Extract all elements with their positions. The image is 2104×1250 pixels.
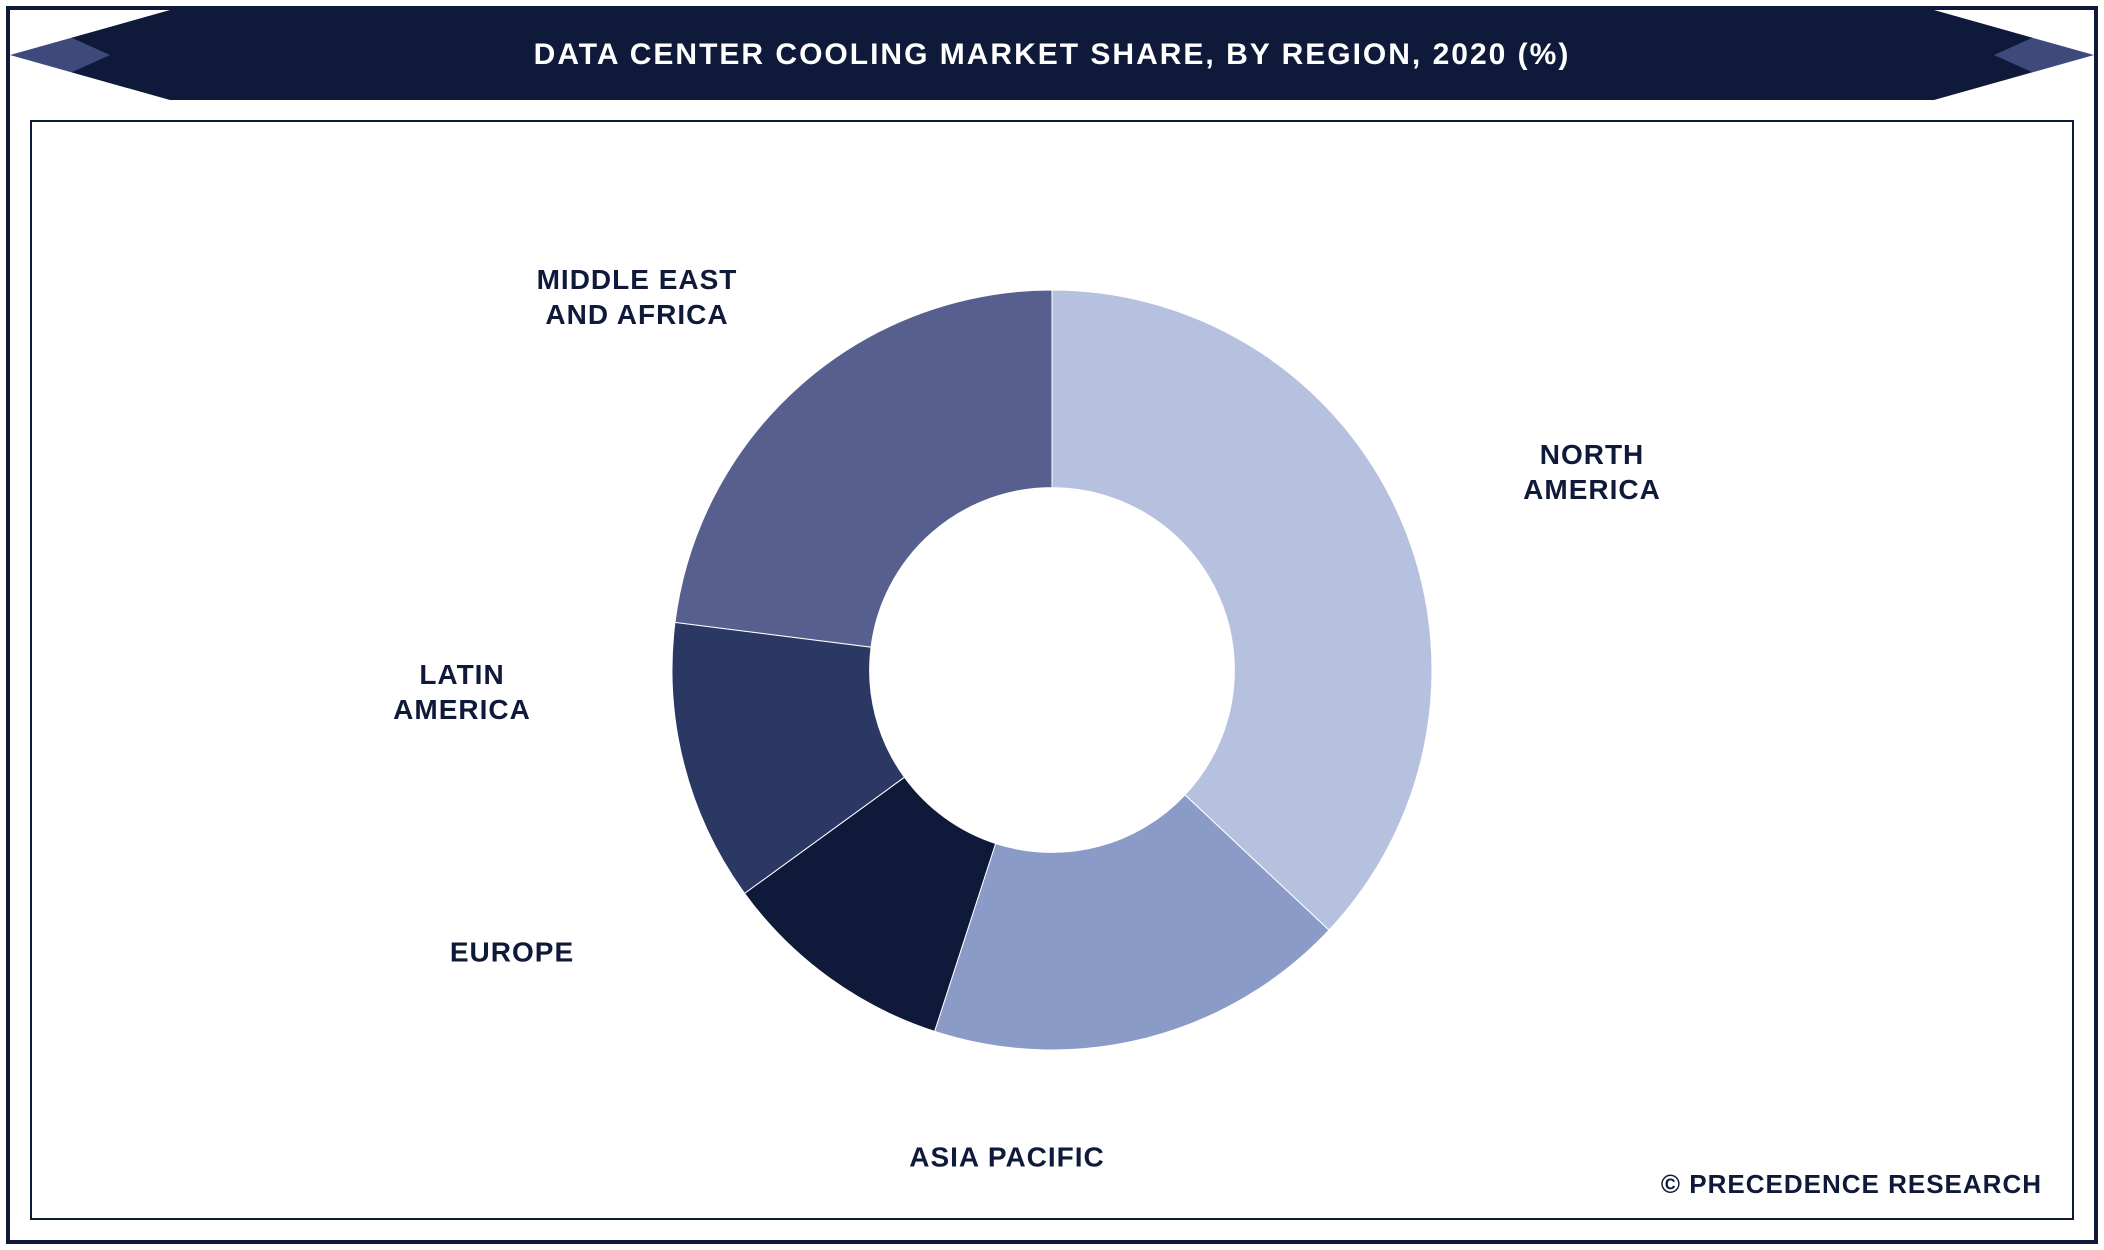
donut-slice: [1052, 290, 1432, 930]
donut-svg: [662, 280, 1442, 1060]
title-notch-right-bot: [1934, 55, 2094, 100]
title-notch-left-top: [10, 10, 170, 55]
slice-label: NORTH AMERICA: [1523, 437, 1661, 507]
chart-title: DATA CENTER COOLING MARKET SHARE, BY REG…: [534, 38, 1571, 72]
title-notch-left-bot: [10, 55, 170, 100]
donut-slice: [675, 290, 1052, 647]
title-notch-right-top: [1934, 10, 2094, 55]
copyright-text: © PRECEDENCE RESEARCH: [1661, 1169, 2042, 1200]
title-bar: DATA CENTER COOLING MARKET SHARE, BY REG…: [10, 10, 2094, 100]
slice-label: EUROPE: [450, 935, 574, 970]
chart-area: NORTH AMERICA ASIA PACIFIC EUROPE LATIN AME…: [30, 120, 2074, 1220]
donut-chart: [662, 280, 1442, 1060]
outer-frame: DATA CENTER COOLING MARKET SHARE, BY REG…: [6, 6, 2098, 1244]
slice-label: LATIN AMERICA: [393, 657, 531, 727]
slice-label: MIDDLE EAST AND AFRICA: [537, 262, 738, 332]
slice-label: ASIA PACIFIC: [909, 1140, 1105, 1175]
